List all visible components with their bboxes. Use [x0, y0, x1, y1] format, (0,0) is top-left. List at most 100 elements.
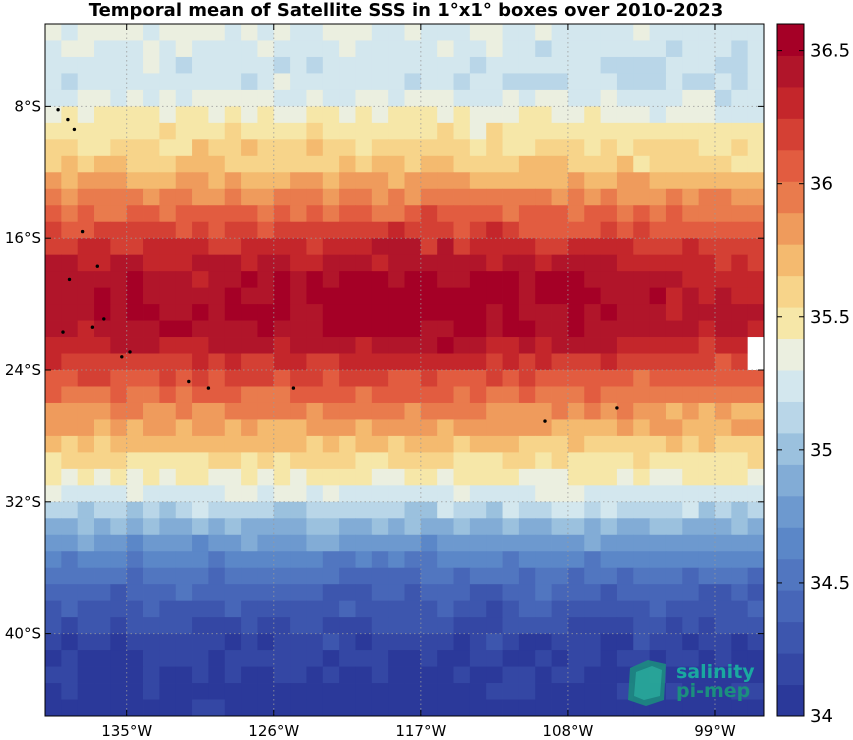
- salinity-cell: [682, 419, 700, 437]
- salinity-cell: [208, 666, 226, 684]
- salinity-cell: [420, 567, 438, 585]
- salinity-cell: [747, 567, 765, 585]
- salinity-cell: [518, 699, 536, 717]
- salinity-cell: [682, 485, 700, 503]
- salinity-cell: [518, 122, 536, 140]
- salinity-cell: [273, 699, 291, 717]
- salinity-cell: [502, 353, 520, 371]
- salinity-cell: [682, 353, 700, 371]
- salinity-cell: [420, 122, 438, 140]
- salinity-cell: [208, 435, 226, 453]
- salinity-cell: [61, 122, 79, 140]
- salinity-cell: [322, 287, 340, 305]
- salinity-cell: [714, 304, 732, 321]
- salinity-cell: [371, 419, 389, 437]
- salinity-cell: [584, 320, 601, 338]
- salinity-cell: [649, 452, 667, 470]
- salinity-cell: [61, 386, 79, 404]
- salinity-cell: [388, 567, 405, 585]
- salinity-cell: [241, 139, 258, 157]
- salinity-cell: [453, 419, 471, 437]
- x-tick-label: 117°W: [395, 722, 446, 740]
- salinity-cell: [110, 205, 128, 223]
- salinity-cell: [126, 122, 144, 140]
- salinity-cell: [61, 699, 79, 717]
- salinity-cell: [94, 172, 111, 190]
- salinity-cell: [273, 172, 291, 190]
- salinity-cell: [469, 73, 487, 91]
- salinity-cell: [143, 633, 160, 651]
- salinity-cell: [159, 699, 177, 717]
- salinity-cell: [175, 666, 193, 684]
- salinity-cell: [404, 205, 422, 223]
- salinity-cell: [45, 122, 62, 140]
- salinity-cell: [322, 56, 340, 74]
- salinity-cell: [714, 452, 732, 470]
- salinity-cell: [339, 205, 356, 223]
- salinity-cell: [306, 106, 324, 124]
- salinity-cell: [45, 386, 62, 404]
- salinity-cell: [159, 188, 177, 206]
- salinity-cell: [649, 600, 667, 618]
- salinity-cell: [257, 683, 275, 700]
- salinity-cell: [241, 221, 258, 239]
- salinity-cell: [61, 139, 79, 157]
- salinity-cell: [290, 188, 307, 206]
- salinity-cell: [698, 205, 716, 223]
- salinity-cell: [486, 534, 503, 552]
- salinity-cell: [94, 73, 111, 91]
- salinity-cell: [486, 287, 503, 305]
- salinity-cell: [567, 683, 585, 700]
- salinity-cell: [355, 501, 373, 519]
- colorbar-tick-label: 36.5: [810, 41, 850, 62]
- salinity-cell: [322, 370, 340, 387]
- salinity-cell: [437, 386, 454, 404]
- salinity-cell: [616, 304, 634, 321]
- salinity-cell: [45, 419, 62, 437]
- salinity-cell: [290, 304, 307, 321]
- salinity-cell: [175, 73, 193, 91]
- salinity-cell: [714, 584, 732, 602]
- salinity-cell: [273, 24, 291, 41]
- salinity-cell: [616, 435, 634, 453]
- salinity-heatmap: [45, 24, 765, 717]
- salinity-cell: [224, 699, 242, 717]
- salinity-cell: [584, 485, 601, 503]
- salinity-cell: [306, 205, 324, 223]
- salinity-cell: [633, 402, 651, 420]
- salinity-cell: [535, 40, 552, 58]
- salinity-cell: [339, 386, 356, 404]
- salinity-cell: [453, 501, 471, 519]
- salinity-cell: [126, 501, 144, 519]
- salinity-cell: [175, 304, 193, 321]
- salinity-cell: [77, 468, 95, 486]
- salinity-cell: [584, 205, 601, 223]
- salinity-cell: [94, 155, 111, 173]
- salinity-cell: [469, 600, 487, 618]
- salinity-cell: [665, 617, 683, 635]
- salinity-cell: [94, 40, 111, 58]
- salinity-cell: [486, 501, 503, 519]
- salinity-cell: [567, 370, 585, 387]
- salinity-cell: [77, 584, 95, 602]
- salinity-cell: [698, 534, 716, 552]
- salinity-cell: [339, 683, 356, 700]
- salinity-cell: [665, 683, 683, 700]
- salinity-cell: [584, 633, 601, 651]
- salinity-cell: [502, 452, 520, 470]
- salinity-cell: [469, 633, 487, 651]
- salinity-cell: [567, 56, 585, 74]
- salinity-cell: [192, 337, 209, 354]
- salinity-cell: [682, 56, 700, 74]
- salinity-cell: [110, 534, 128, 552]
- salinity-cell: [339, 567, 356, 585]
- salinity-cell: [698, 567, 716, 585]
- salinity-cell: [339, 501, 356, 519]
- salinity-cell: [290, 139, 307, 157]
- salinity-cell: [469, 370, 487, 387]
- salinity-cell: [584, 468, 601, 486]
- salinity-cell: [567, 650, 585, 667]
- salinity-cell: [420, 452, 438, 470]
- salinity-cell: [486, 89, 503, 107]
- salinity-cell: [665, 534, 683, 552]
